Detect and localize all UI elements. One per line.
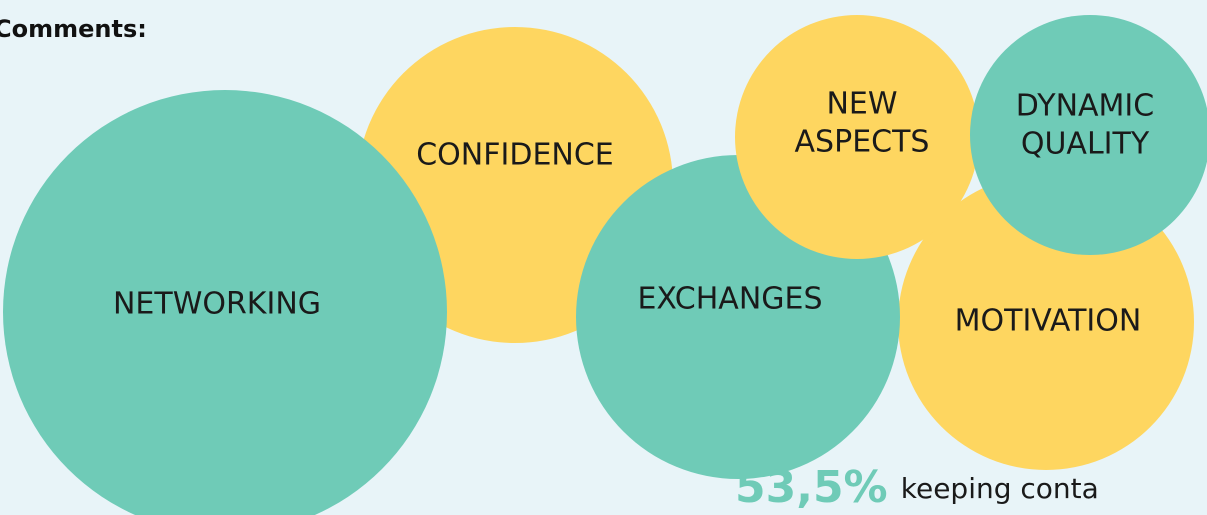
bubble-label: ASPECTS <box>795 125 930 160</box>
stat-text: keeping conta <box>901 472 1099 505</box>
bubble-label: NETWORKING <box>113 287 321 322</box>
bubble <box>970 15 1207 255</box>
stat: 53,5% keeping conta <box>735 462 1099 513</box>
bubble-label: DYNAMIC <box>1016 89 1154 124</box>
title: Comments: <box>0 15 147 43</box>
bubble-label: MOTIVATION <box>955 304 1142 339</box>
bubble-group: CONFIDENCE NETWORKING MOTIVATION EXCHANGES N… <box>3 15 1207 515</box>
bubble <box>735 15 979 259</box>
bubble-label: NEW <box>826 87 897 122</box>
stat-value: 53,5% <box>735 462 888 513</box>
bubble-label: QUALITY <box>1021 127 1150 162</box>
bubble <box>3 90 447 515</box>
bubble-label: EXCHANGES <box>637 282 822 317</box>
bubble-label: CONFIDENCE <box>416 138 614 173</box>
